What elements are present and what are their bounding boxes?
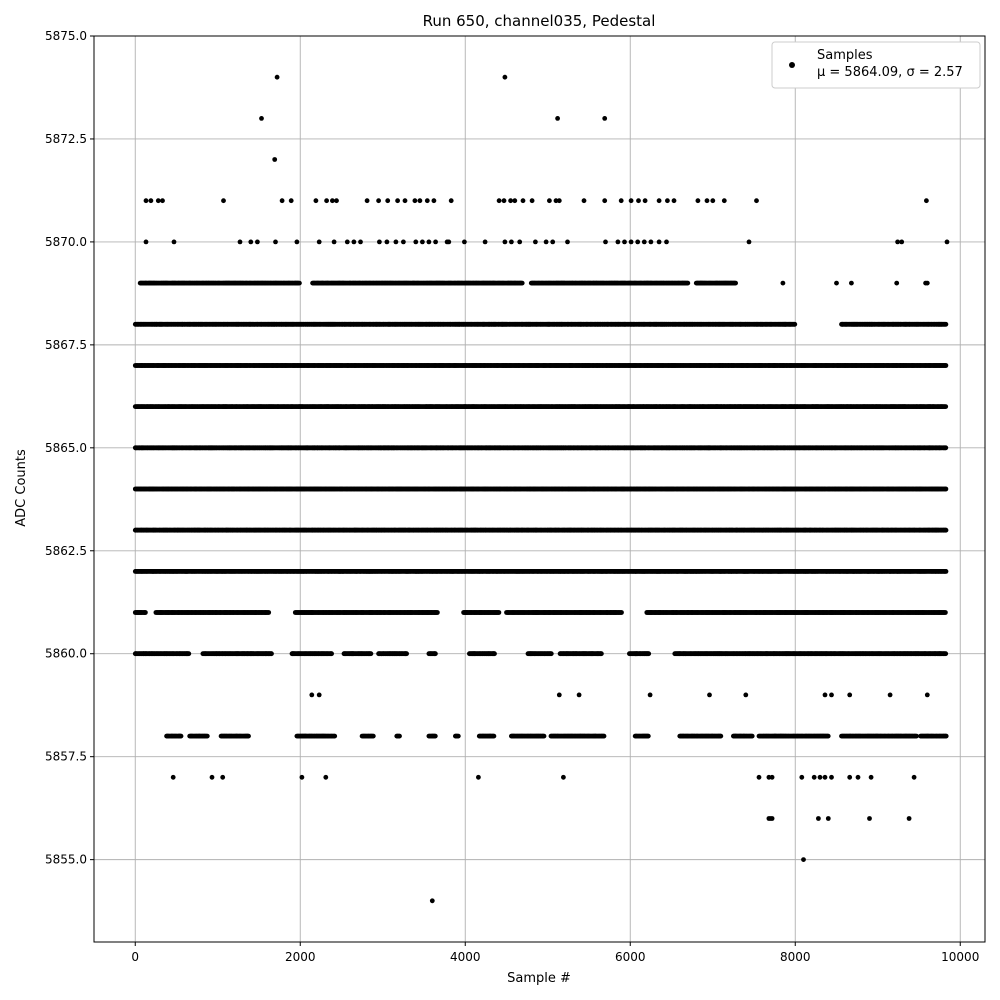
scatter-point <box>756 774 762 780</box>
scatter-point <box>435 610 440 615</box>
scatter-point <box>646 651 652 657</box>
scatter-point <box>769 816 775 821</box>
scatter-point <box>329 651 334 657</box>
scatter-point <box>404 651 409 657</box>
scatter-point <box>309 692 315 698</box>
scatter-point <box>867 816 872 821</box>
chart-title: Run 650, channel035, Pedestal <box>423 12 656 30</box>
scatter-points <box>132 74 950 904</box>
scatter-point <box>246 733 251 739</box>
scatter-point <box>491 733 497 739</box>
scatter-point <box>943 610 948 615</box>
scatter-point <box>492 651 497 657</box>
scatter-point <box>825 816 831 821</box>
scatter-point <box>847 774 853 780</box>
scatter-point <box>455 733 461 739</box>
scatter-point <box>829 774 834 780</box>
scatter-point <box>847 692 853 698</box>
scatter-point <box>822 692 828 698</box>
scatter-point <box>647 692 653 698</box>
scatter-point <box>170 774 176 780</box>
scatter-point <box>370 733 376 739</box>
scatter-point <box>619 610 624 615</box>
scatter-point <box>887 692 893 698</box>
scatter-point <box>476 774 481 780</box>
scatter-point <box>266 610 272 615</box>
scatter-point <box>924 692 930 698</box>
scatter-point <box>429 898 435 904</box>
scatter-point <box>548 651 554 657</box>
scatter-point <box>743 692 749 698</box>
scatter-point <box>645 733 651 739</box>
scatter-point <box>397 733 402 739</box>
scatter-point <box>541 733 547 739</box>
scatter-point <box>496 610 502 615</box>
scatter-point <box>817 774 823 780</box>
scatter-point <box>943 651 949 657</box>
scatter-point <box>561 774 566 780</box>
scatter-point <box>707 692 712 698</box>
scatter-point <box>316 692 322 698</box>
scatter-point <box>209 774 215 780</box>
scatter-point <box>556 692 562 698</box>
scatter-point <box>178 733 184 739</box>
scatter-point <box>332 733 338 739</box>
scatter-point <box>801 857 806 862</box>
scatter-point <box>323 774 329 780</box>
scatter-point <box>186 651 192 657</box>
scatter-point <box>601 733 607 739</box>
scatter-point <box>269 651 274 657</box>
scatter-point <box>220 774 226 780</box>
scatter-point <box>368 651 374 657</box>
scatter-point <box>299 774 305 780</box>
scatter-point <box>911 774 917 780</box>
scatter-point <box>829 692 834 698</box>
scatter-point <box>822 774 828 780</box>
scatter-point <box>943 733 949 739</box>
scatter-point <box>816 816 821 821</box>
scatter-point <box>432 733 438 739</box>
scatter-point <box>943 527 949 533</box>
scatter-point <box>943 569 949 574</box>
scatter-point <box>855 774 861 780</box>
scatter-point <box>718 733 724 739</box>
scatter-point <box>599 651 604 657</box>
scatter-point <box>914 733 919 739</box>
scatter-point <box>143 610 148 615</box>
scatter-point <box>749 733 755 739</box>
scatter-point <box>906 816 912 821</box>
scatter-point <box>433 651 438 657</box>
scatter-point <box>204 733 210 739</box>
scatter-point <box>811 774 817 780</box>
scatter-point <box>799 774 805 780</box>
scatter-point <box>868 774 874 780</box>
scatter-point <box>825 733 831 739</box>
scatter-point <box>576 692 582 698</box>
scatter-point <box>769 774 775 780</box>
